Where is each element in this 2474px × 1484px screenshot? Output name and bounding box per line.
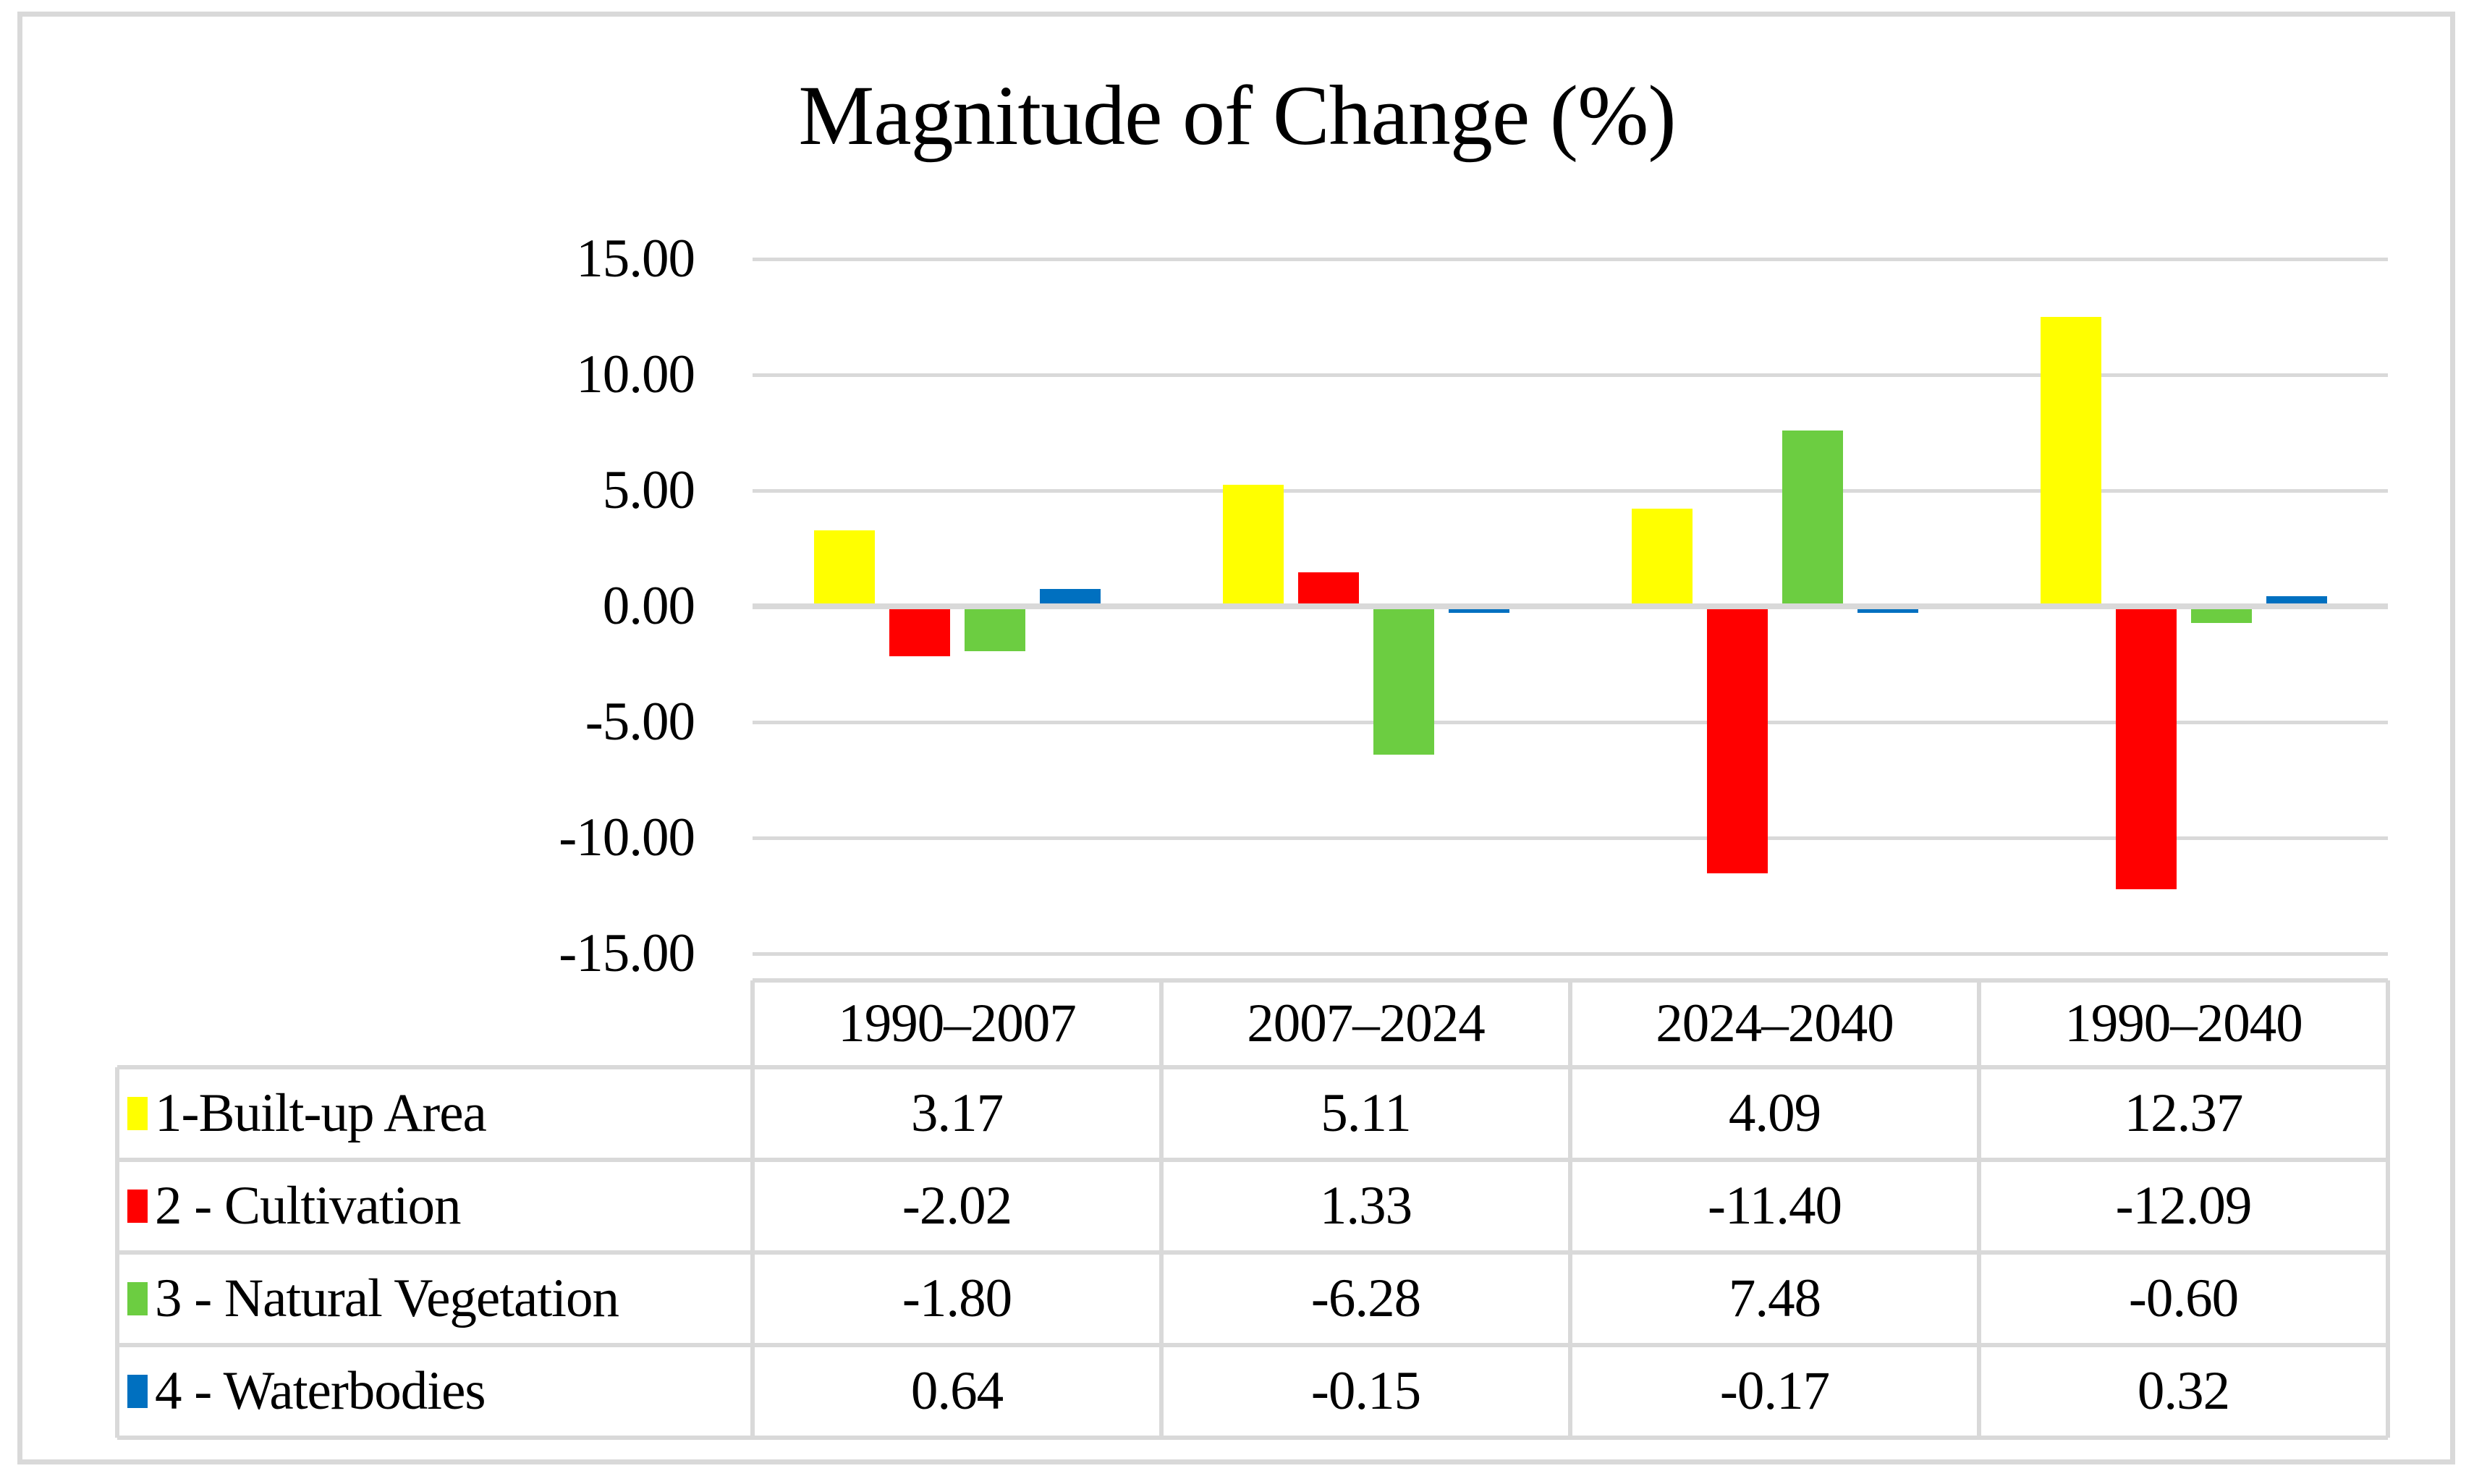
series-label: 1-Built-up Area [155, 1083, 487, 1143]
gridline--15 [753, 951, 2388, 956]
table-value-cell: 0.32 [2137, 1361, 2230, 1421]
table-row-border [117, 1436, 2388, 1440]
gridline-5 [753, 488, 2388, 493]
y-axis-label: -5.00 [585, 692, 695, 752]
bar-series4-period2 [1448, 609, 1509, 613]
bar-series1-period4 [2040, 317, 2101, 603]
y-axis-label: 0.00 [602, 576, 695, 636]
y-axis-label: -10.00 [559, 807, 695, 868]
table-column-border [1159, 980, 1164, 1438]
figure-border [17, 12, 2455, 1464]
y-axis-label: 5.00 [602, 460, 695, 520]
bar-series4-period3 [1857, 609, 1918, 614]
table-row-border [117, 1250, 2388, 1255]
bar-series3-period1 [964, 609, 1025, 651]
table-value-cell: 1.33 [1319, 1176, 1412, 1236]
table-value-cell: 5.11 [1321, 1083, 1411, 1143]
gridline-0 [753, 603, 2388, 609]
chart-title: Magnitude of Change (%) [798, 68, 1676, 163]
table-column-border [2386, 980, 2390, 1438]
table-column-border [1568, 980, 1572, 1438]
series-color-swatch-icon [127, 1375, 148, 1408]
table-value-cell: -0.17 [1719, 1361, 1830, 1421]
table-row-border [117, 1158, 2388, 1162]
bar-series2-period4 [2115, 609, 2177, 889]
table-value-cell: -1.80 [902, 1268, 1012, 1328]
table-value-cell: 4.09 [1728, 1083, 1821, 1143]
table-row: 2 - Cultivation [117, 1160, 753, 1252]
gridline-10 [753, 373, 2388, 377]
table-value-cell: -11.40 [1708, 1176, 1842, 1236]
table-left-border [115, 1067, 119, 1438]
table-row: 1-Built-up Area [117, 1067, 753, 1160]
bar-series3-period4 [2190, 609, 2252, 624]
gridline--10 [753, 836, 2388, 840]
gridline--5 [753, 720, 2388, 724]
table-value-cell: 12.37 [2124, 1083, 2244, 1143]
table-value-cell: -0.60 [2128, 1268, 2239, 1328]
table-legend-divider [750, 980, 755, 1438]
table-value-cell: 3.17 [910, 1083, 1004, 1143]
bar-series1-period2 [1222, 485, 1284, 603]
bar-series4-period1 [1039, 588, 1101, 603]
y-axis-label: 15.00 [576, 229, 695, 289]
table-row-border [117, 1343, 2388, 1347]
table-row-border [117, 1065, 2388, 1069]
table-header-cell: 2024–2040 [1656, 993, 1894, 1053]
y-axis-label: 10.00 [576, 344, 695, 404]
table-value-cell: -12.09 [2115, 1176, 2253, 1236]
table-header-cell: 1990–2040 [2064, 993, 2303, 1053]
y-axis-label: -15.00 [559, 923, 695, 983]
table-column-border [1977, 980, 1981, 1438]
series-color-swatch-icon [127, 1097, 148, 1130]
series-label: 3 - Natural Vegetation [155, 1268, 619, 1328]
bar-series2-period2 [1297, 572, 1359, 603]
table-value-cell: 0.64 [910, 1361, 1004, 1421]
bar-series2-period3 [1706, 609, 1768, 873]
bar-series1-period1 [813, 530, 875, 603]
bar-series2-period1 [889, 609, 950, 656]
table-header-cell: 1990–2007 [838, 993, 1077, 1053]
bar-series4-period4 [2266, 595, 2327, 603]
bar-series3-period2 [1373, 609, 1434, 755]
table-header-cell: 2007–2024 [1247, 993, 1486, 1053]
table-row: 3 - Natural Vegetation [117, 1252, 753, 1345]
table-value-cell: -0.15 [1310, 1361, 1421, 1421]
series-label: 4 - Waterbodies [155, 1361, 486, 1421]
table-value-cell: -6.28 [1310, 1268, 1421, 1328]
table-row: 4 - Waterbodies [117, 1345, 753, 1438]
bar-series3-period3 [1782, 430, 1843, 603]
series-color-swatch-icon [127, 1190, 148, 1223]
bar-series1-period3 [1631, 509, 1693, 603]
table-value-cell: 7.48 [1728, 1268, 1821, 1328]
series-color-swatch-icon [127, 1282, 148, 1315]
gridline-15 [753, 257, 2388, 261]
series-label: 2 - Cultivation [155, 1176, 461, 1236]
table-value-cell: -2.02 [902, 1176, 1012, 1236]
